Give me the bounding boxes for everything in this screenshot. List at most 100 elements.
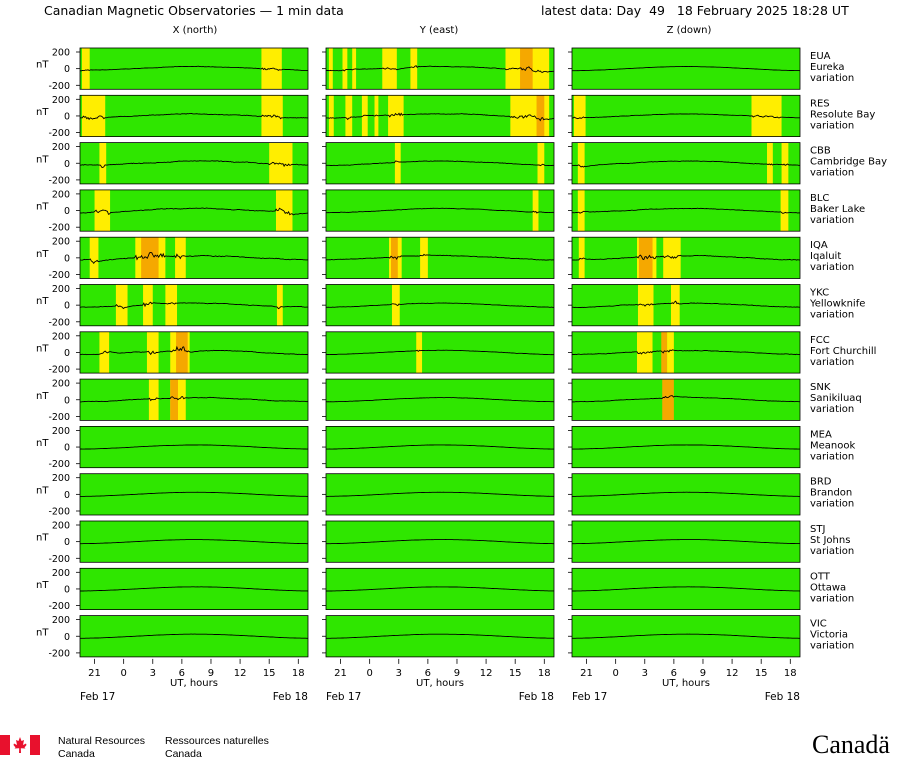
station-name-brd: Brandon — [810, 488, 852, 499]
trace-stj-z — [572, 539, 800, 545]
trace-res-z — [571, 113, 800, 120]
y-tick-label: 200 — [52, 521, 70, 532]
trace-brd-z — [572, 491, 800, 497]
activity-band-active — [391, 237, 398, 279]
activity-band-moderate — [328, 95, 334, 137]
component-header-1: Y (east) — [419, 25, 459, 36]
station-code-ott: OTT — [810, 571, 831, 582]
x-tick-label: 18 — [292, 668, 305, 679]
quiet-background — [572, 142, 800, 184]
trace-eua-x — [79, 65, 308, 72]
quiet-background — [326, 473, 554, 515]
date-end-label: Feb 18 — [765, 691, 800, 703]
activity-band-moderate — [81, 95, 106, 137]
activity-band-moderate — [146, 331, 159, 374]
quiet-background — [80, 426, 308, 468]
activity-band-moderate — [578, 237, 585, 279]
y-tick-label: 0 — [64, 490, 70, 501]
activity-band-moderate — [99, 142, 107, 184]
x-tick-label: 3 — [396, 668, 402, 679]
station-code-eua: EUA — [810, 51, 831, 62]
y-tick-label: -200 — [48, 507, 70, 518]
x-tick-label: 12 — [726, 668, 739, 679]
quiet-background — [326, 568, 554, 610]
y-tick-label: -200 — [48, 459, 70, 470]
quiet-background — [572, 237, 800, 279]
station-code-brd: BRD — [810, 477, 832, 488]
y-tick-label: -200 — [48, 223, 70, 234]
activity-band-moderate — [767, 142, 773, 184]
station-variation-label: variation — [810, 357, 854, 368]
quiet-background — [80, 189, 308, 232]
x-tick-label: 6 — [671, 668, 677, 679]
quiet-background — [572, 615, 800, 657]
activity-band-active — [170, 379, 178, 421]
y-tick-label: 0 — [64, 632, 70, 643]
trace-ykc-x — [79, 301, 308, 310]
x-tick-label: 18 — [538, 668, 551, 679]
y-tick-label: 200 — [52, 142, 70, 153]
station-name-ykc: Yellowknife — [809, 299, 865, 310]
activity-band-active — [662, 379, 674, 421]
y-tick-label: -200 — [48, 317, 70, 328]
trace-blc-y — [326, 207, 555, 214]
quiet-background — [326, 426, 554, 468]
activity-band-moderate — [410, 48, 418, 90]
station-name-iqa: Iqaluit — [810, 251, 841, 262]
station-variation-label: variation — [810, 262, 854, 273]
x-tick-label: 6 — [179, 668, 185, 679]
y-unit-label: nT — [36, 343, 49, 354]
trace-mea-y — [326, 444, 554, 450]
x-tick-label: 0 — [366, 668, 372, 679]
y-tick-label: -200 — [48, 270, 70, 281]
quiet-background — [572, 284, 800, 326]
activity-band-active — [536, 95, 545, 137]
x-tick-label: 12 — [480, 668, 493, 679]
x-tick-label: 12 — [234, 668, 247, 679]
trace-vic-x — [80, 633, 308, 639]
station-code-res: RES — [810, 98, 830, 109]
activity-band-moderate — [143, 284, 153, 326]
agency-name-french: Ressources naturelles Canada — [165, 735, 269, 760]
quiet-background — [326, 379, 554, 421]
station-code-ykc: YKC — [809, 288, 829, 299]
station-variation-label: variation — [810, 73, 854, 84]
trace-iqa-z — [571, 254, 800, 261]
quiet-background — [572, 426, 800, 468]
trace-cbb-z — [571, 160, 801, 168]
station-variation-label: variation — [810, 310, 854, 321]
component-header-0: X (north) — [173, 25, 218, 36]
activity-band-active — [141, 237, 159, 279]
latest-data-label: latest data: Day 49 18 February 2025 18:… — [541, 3, 849, 18]
activity-band-moderate — [388, 95, 404, 137]
activity-band-moderate — [781, 142, 789, 184]
activity-band-moderate — [165, 284, 178, 326]
x-tick-label: 21 — [580, 668, 593, 679]
trace-ykc-z — [572, 300, 800, 308]
y-tick-label: 200 — [52, 48, 70, 59]
station-variation-label: variation — [810, 546, 854, 557]
station-code-mea: MEA — [810, 429, 832, 440]
activity-band-moderate — [115, 284, 128, 326]
station-code-iqa: IQA — [810, 240, 828, 251]
x-tick-label: 9 — [454, 668, 460, 679]
activity-band-moderate — [89, 237, 99, 279]
station-variation-label: variation — [810, 451, 854, 462]
trace-fcc-y — [325, 349, 555, 356]
activity-band-moderate — [275, 189, 293, 232]
y-tick-label: -200 — [48, 554, 70, 565]
y-tick-label: -200 — [48, 412, 70, 423]
station-variation-label: variation — [810, 404, 854, 415]
station-variation-label: variation — [810, 215, 854, 226]
activity-band-moderate — [342, 48, 348, 90]
trace-eua-y — [325, 65, 554, 73]
y-tick-label: 200 — [52, 284, 70, 295]
y-unit-label: nT — [36, 533, 49, 544]
y-unit-label: nT — [36, 391, 49, 402]
activity-band-moderate — [261, 95, 283, 137]
station-code-vic: VIC — [810, 619, 827, 630]
activity-band-active — [661, 331, 668, 374]
trace-eua-z — [572, 66, 801, 72]
y-tick-label: 200 — [52, 379, 70, 390]
